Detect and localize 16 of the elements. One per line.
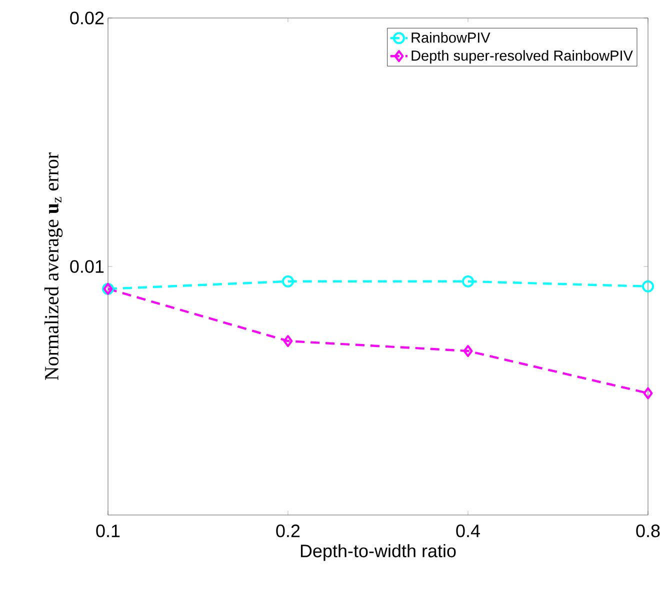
legend-label: Depth super-resolved RainbowPIV	[412, 50, 633, 64]
point	[462, 275, 474, 288]
x-tick-label: 0.2	[276, 524, 300, 538]
point	[642, 280, 654, 292]
point	[282, 275, 294, 288]
point	[643, 387, 653, 400]
y-tick-label: 0.01	[70, 260, 104, 273]
x-tick-label: 0.4	[456, 524, 480, 538]
y-tick-label: 0.02	[70, 12, 104, 24]
x-tick-label: 0.8	[636, 524, 660, 538]
x-axis-title: Depth-to-width ratio	[300, 544, 456, 561]
point	[283, 335, 293, 348]
x-tick-label: 0.1	[96, 524, 120, 538]
legend-label: RainbowPIV	[412, 32, 490, 43]
point	[463, 344, 473, 357]
y-axis-title: Normalized average u$_{z}$ error	[44, 152, 63, 380]
